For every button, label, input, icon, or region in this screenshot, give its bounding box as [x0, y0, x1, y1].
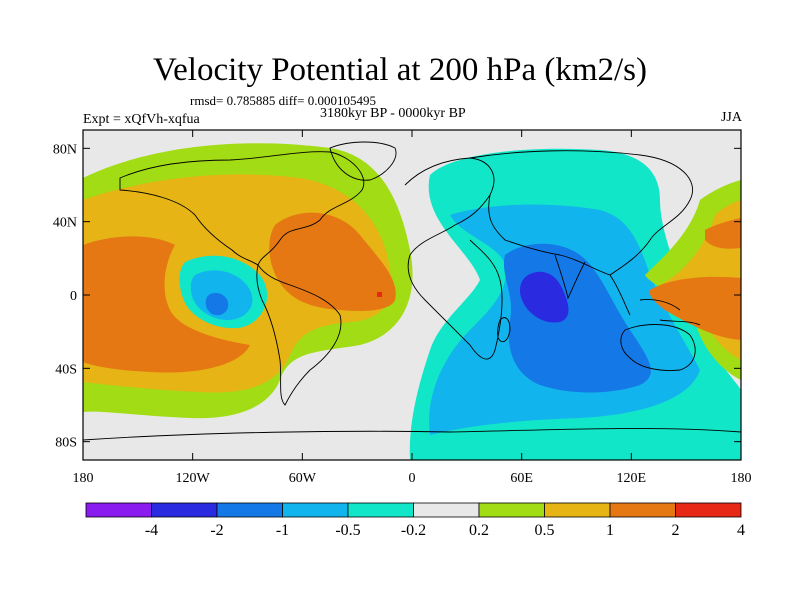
- contour-negative-1-pacific: [205, 292, 229, 316]
- y-tick-label: 0: [70, 289, 77, 304]
- colorbar-swatch: [282, 502, 349, 518]
- colorbar-swatch: [609, 502, 676, 518]
- x-tick-label: 0: [409, 471, 416, 486]
- x-axis-ticks: 180 120W 60W 0 60E 120E 180: [73, 130, 752, 486]
- contour-positive-1-west-a: [83, 236, 250, 373]
- contour-positive-1-wpac: [649, 218, 741, 340]
- colorbar-swatch: [347, 502, 414, 518]
- stats-line: rmsd= 0.785885 diff= 0.000105495: [190, 93, 376, 108]
- colorbar-swatch: [216, 502, 283, 518]
- map-title: Velocity Potential at 200 hPa (km2/s): [152, 52, 648, 88]
- colorbar-label: -4: [145, 522, 158, 539]
- season-label: JJA: [720, 110, 742, 125]
- colorbar-label: -2: [210, 522, 223, 539]
- colorbar-swatch: [85, 502, 152, 518]
- y-tick-label: 40N: [53, 216, 77, 231]
- colorbar-label: 0.2: [469, 522, 489, 539]
- colorbar-label: -0.2: [401, 522, 426, 539]
- contour-positive-4-spot: [377, 292, 382, 297]
- x-tick-label: 120W: [176, 471, 211, 486]
- contour-negative-2-east: [520, 271, 569, 323]
- colorbar-label: 1: [606, 522, 614, 539]
- colorbar-swatch: [413, 502, 480, 518]
- colorbar: -4 -2 -1 -0.5 -0.2 0.2 0.5 1 2 4: [85, 502, 745, 539]
- contour-positive-1-west-b: [269, 212, 396, 311]
- x-tick-label: 120E: [617, 471, 647, 486]
- period-label: 3180kyr BP - 0000kyr BP: [320, 106, 466, 121]
- x-tick-label: 60E: [510, 471, 533, 486]
- experiment-label: Expt = xQfVh-xqfua: [83, 112, 200, 127]
- x-tick-label: 60W: [289, 471, 317, 486]
- coastlines: [83, 141, 741, 441]
- colorbar-swatch: [675, 502, 742, 518]
- contour-field: [83, 130, 741, 460]
- colorbar-label: 0.5: [535, 522, 555, 539]
- colorbar-label: 4: [737, 522, 745, 539]
- colorbar-label: -0.5: [335, 522, 360, 539]
- y-tick-label: 80N: [53, 142, 77, 157]
- x-tick-label: 180: [731, 471, 752, 486]
- colorbar-swatch: [478, 502, 545, 518]
- x-tick-label: 180: [73, 471, 94, 486]
- colorbar-swatch: [544, 502, 611, 518]
- y-tick-label: 40S: [55, 362, 77, 377]
- y-axis-ticks: 80N 40N 0 40S 80S: [53, 142, 741, 451]
- colorbar-label: -1: [276, 522, 289, 539]
- colorbar-label: 2: [672, 522, 680, 539]
- colorbar-swatch: [151, 502, 218, 518]
- y-tick-label: 80S: [55, 436, 77, 451]
